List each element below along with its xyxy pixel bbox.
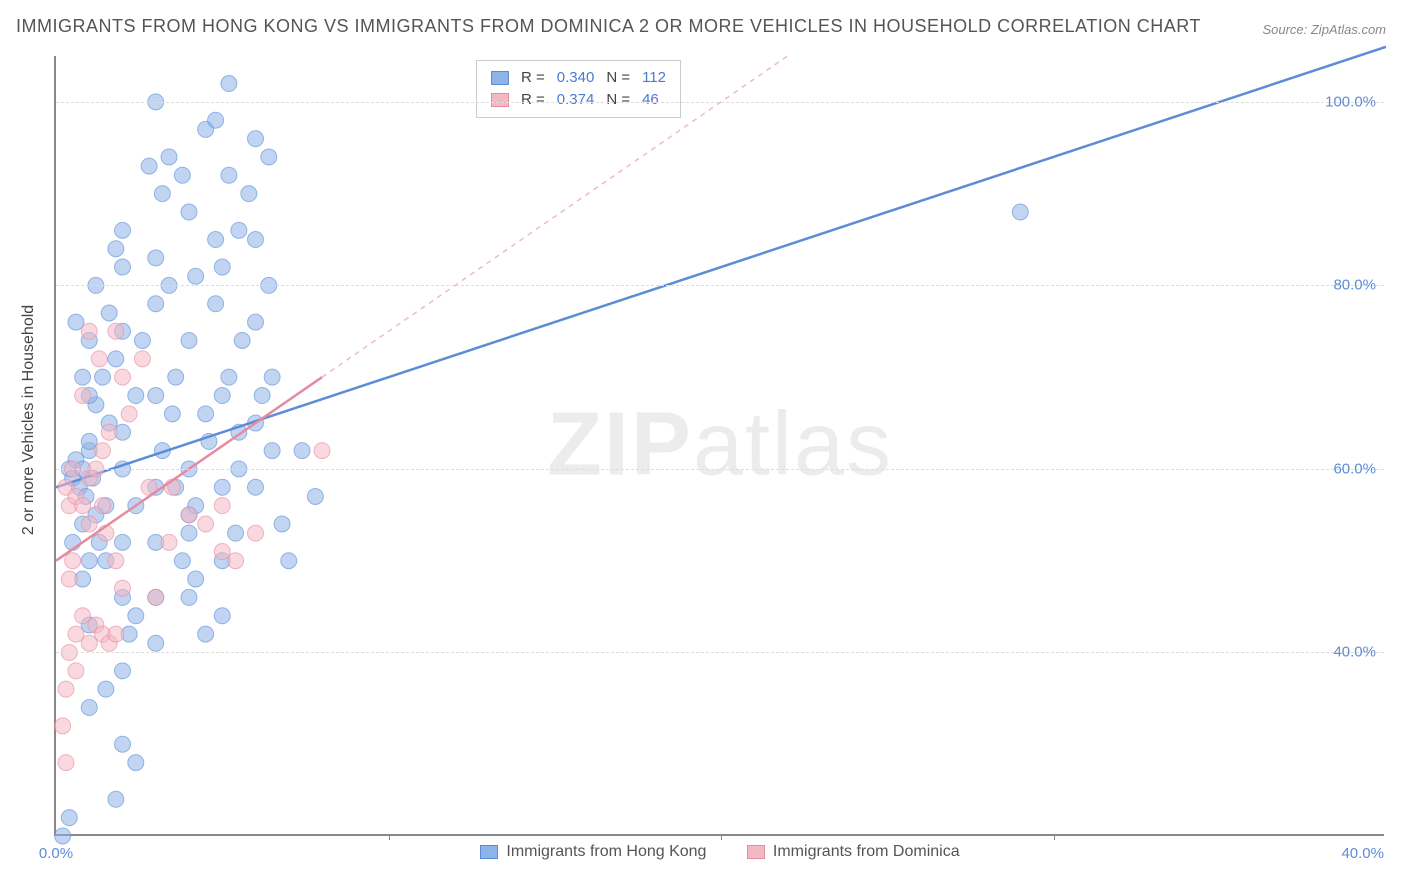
y-tick-label: 100.0% xyxy=(1325,93,1376,110)
legend-item-dominica: Immigrants from Dominica xyxy=(747,843,960,861)
gridline xyxy=(56,285,1384,286)
r-label: R = xyxy=(521,89,545,111)
y-axis-label: 2 or more Vehicles in Household xyxy=(20,305,38,535)
r-value-dm: 0.374 xyxy=(557,89,595,111)
source-label: Source: ZipAtlas.com xyxy=(1262,22,1386,37)
y-tick-label: 60.0% xyxy=(1333,460,1376,477)
n-value-dm: 46 xyxy=(642,89,659,111)
y-tick-label: 80.0% xyxy=(1333,277,1376,294)
gridline xyxy=(56,469,1384,470)
x-tick-mark xyxy=(1054,834,1055,840)
swatch-dominica xyxy=(491,93,509,107)
legend-label-hk: Immigrants from Hong Kong xyxy=(506,843,706,861)
n-label: N = xyxy=(606,89,630,111)
x-tick-mark xyxy=(389,834,390,840)
r-value-hk: 0.340 xyxy=(557,67,595,89)
legend-row-hong-kong: R = 0.340 N = 112 xyxy=(491,67,666,89)
bottom-legend: Immigrants from Hong Kong Immigrants fro… xyxy=(56,843,1384,864)
swatch-hong-kong xyxy=(491,71,509,85)
swatch-dominica-icon xyxy=(747,845,765,859)
y-tick-label: 40.0% xyxy=(1333,644,1376,661)
legend-label-dm: Immigrants from Dominica xyxy=(773,843,960,861)
page-title: IMMIGRANTS FROM HONG KONG VS IMMIGRANTS … xyxy=(16,16,1201,37)
x-tick-0: 0.0% xyxy=(39,845,73,862)
correlation-legend: R = 0.340 N = 112 R = 0.374 N = 46 xyxy=(476,60,681,118)
x-tick-1: 40.0% xyxy=(1341,845,1384,862)
gridline xyxy=(56,652,1384,653)
r-label: R = xyxy=(521,67,545,89)
n-label: N = xyxy=(606,67,630,89)
gridline xyxy=(56,102,1384,103)
n-value-hk: 112 xyxy=(642,67,666,89)
x-tick-mark xyxy=(721,834,722,840)
swatch-hong-kong-icon xyxy=(480,845,498,859)
legend-item-hong-kong: Immigrants from Hong Kong xyxy=(480,843,706,861)
chart-svg xyxy=(56,56,1384,834)
legend-row-dominica: R = 0.374 N = 46 xyxy=(491,89,666,111)
plot-area: ZIPatlas R = 0.340 N = 112 R = 0.374 N =… xyxy=(54,56,1384,836)
